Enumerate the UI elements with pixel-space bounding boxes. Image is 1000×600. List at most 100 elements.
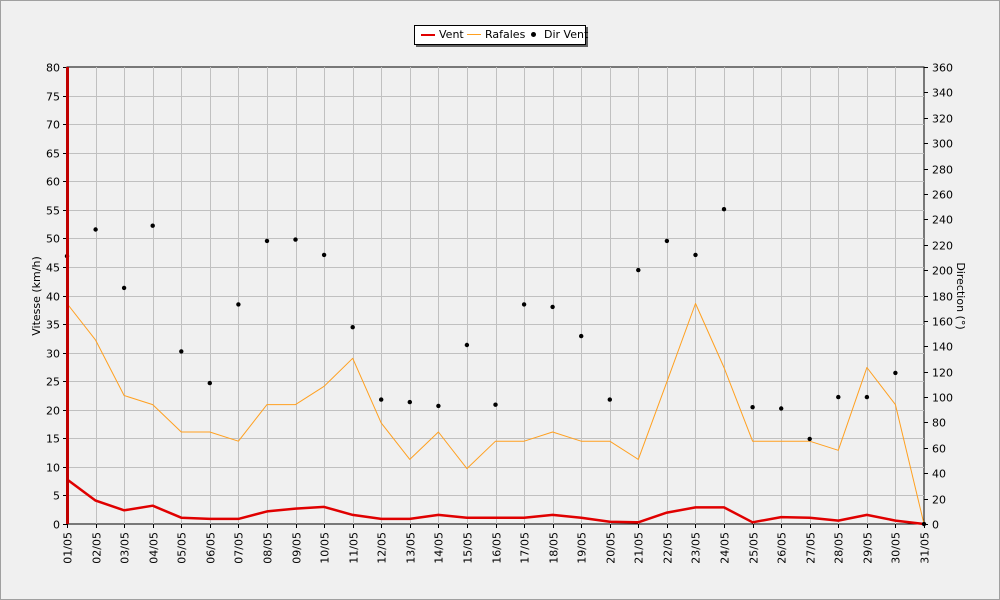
point-dir-vent	[921, 521, 927, 527]
point-dir-vent	[893, 370, 898, 376]
x-tick-label: 04/05	[148, 532, 161, 564]
x-tick-label: 14/05	[433, 532, 446, 564]
point-dir-vent	[93, 227, 98, 232]
y-right-tick-label: 100	[932, 392, 953, 405]
y-tick-label: 15	[46, 433, 60, 446]
y-right-tick-label: 180	[932, 291, 953, 304]
y-tick-label: 75	[46, 91, 60, 104]
y-right-tick-label: 320	[932, 113, 953, 126]
x-tick-label: 13/05	[405, 532, 418, 564]
y-right-tick-label: 20	[932, 494, 946, 507]
y-tick-label: 0	[53, 519, 60, 532]
x-tick-label: 19/05	[576, 532, 589, 564]
series-line-rafales	[66, 303, 925, 525]
x-tick-label: 02/05	[91, 532, 104, 564]
x-tick-label: 06/05	[205, 532, 218, 564]
legend-swatch-dir-vent	[531, 32, 536, 37]
y-right-tick-label: 220	[932, 240, 953, 253]
y-tick-label: 80	[46, 62, 60, 75]
x-tick-label: 22/05	[662, 532, 675, 564]
point-dir-vent	[807, 436, 812, 442]
y-tick-label: 20	[46, 405, 60, 418]
point-dir-vent	[779, 406, 784, 411]
y-right-tick-label: 340	[932, 87, 953, 100]
y-tick-label: 45	[46, 262, 60, 275]
left-axis-ticks: 0 5 10 15 20 25 30 35 40 45 50 55 60 65 70 75 80	[46, 62, 67, 532]
x-tick-label: 29/05	[862, 532, 875, 564]
y-right-tick-label: 160	[932, 316, 953, 329]
point-dir-vent	[693, 252, 698, 258]
point-dir-vent	[150, 223, 155, 228]
x-tick-label: 16/05	[491, 532, 504, 564]
x-tick-label: 05/05	[176, 532, 189, 564]
legend-item-rafales: Rafales	[467, 28, 525, 41]
y-tick-label: 40	[46, 291, 60, 304]
y-right-tick-label: 360	[932, 62, 953, 75]
legend-item-vent: Vent	[421, 28, 464, 41]
point-dir-vent	[236, 302, 241, 307]
point-dir-vent	[521, 302, 527, 307]
x-axis-ticks: 01/05 02/05 03/05 04/05 05/05 06/05 07/05 08/05…	[62, 524, 932, 564]
point-dir-vent	[664, 238, 670, 244]
x-tick-label: 18/05	[548, 532, 561, 564]
point-dir-vent	[350, 325, 355, 330]
point-dir-vent	[379, 397, 384, 402]
point-dir-vent	[750, 405, 755, 410]
x-tick-label: 21/05	[633, 532, 646, 564]
y-right-tick-label: 60	[932, 443, 946, 456]
y-tick-label: 60	[46, 176, 60, 189]
point-dir-vent	[579, 333, 584, 339]
y-tick-label: 65	[46, 148, 60, 161]
x-tick-label: 15/05	[462, 532, 475, 564]
point-dir-vent	[607, 397, 612, 402]
x-tick-label: 10/05	[319, 532, 332, 564]
legend-swatch-vent	[421, 33, 435, 36]
x-tick-label: 12/05	[376, 532, 389, 564]
x-tick-label: 09/05	[291, 532, 304, 564]
y-axis-right-label: Direction (°)	[954, 262, 967, 329]
y-right-tick-label: 140	[932, 341, 953, 354]
point-dir-vent	[407, 399, 412, 405]
point-dir-vent	[464, 342, 470, 348]
plot-area	[66, 66, 925, 525]
y-axis-label: Vitesse (km/h)	[30, 256, 43, 336]
x-tick-label: 01/05	[62, 532, 75, 564]
x-tick-label: 07/05	[233, 532, 246, 564]
point-dir-vent	[493, 402, 498, 407]
x-tick-label: 23/05	[690, 532, 703, 564]
y-right-tick-label: 240	[932, 214, 953, 227]
x-tick-label: 28/05	[833, 532, 846, 564]
point-dir-vent	[836, 394, 841, 400]
x-tick-label: 27/05	[805, 532, 818, 564]
y-right-tick-label: 40	[932, 468, 946, 481]
point-dir-vent	[864, 394, 870, 400]
legend: Vent Rafales Dir Vent	[414, 25, 588, 45]
y-tick-label: 70	[46, 119, 60, 132]
y-right-tick-label: 120	[932, 367, 953, 380]
point-dir-vent	[264, 238, 270, 244]
point-dir-vent	[293, 237, 298, 242]
point-dir-vent	[179, 349, 184, 354]
y-right-tick-label: 80	[932, 417, 946, 430]
x-tick-label: 11/05	[348, 532, 361, 564]
point-dir-vent	[121, 285, 127, 291]
series-line-vent	[66, 478, 925, 526]
x-tick-label: 30/05	[890, 532, 903, 564]
series-layer	[64, 207, 927, 527]
y-tick-label: 10	[46, 462, 60, 475]
y-tick-label: 30	[46, 348, 60, 361]
y-right-tick-label: 300	[932, 138, 953, 151]
grid	[67, 67, 924, 524]
x-tick-label: 26/05	[776, 532, 789, 564]
point-dir-vent	[636, 267, 641, 273]
legend-item-dir-vent: Dir Vent	[527, 28, 588, 41]
y-right-tick-label: 200	[932, 265, 953, 278]
y-tick-label: 25	[46, 376, 60, 389]
legend-label-rafales: Rafales	[485, 28, 526, 41]
x-tick-label: 08/05	[262, 532, 275, 564]
y-tick-label: 35	[46, 319, 60, 332]
y-tick-label: 55	[46, 205, 60, 218]
right-axis-ticks: 0 20 40 60 80 100 120 140 160 180 200 220 240 260 280 3…	[924, 62, 953, 532]
y-right-tick-label: 0	[932, 519, 939, 532]
